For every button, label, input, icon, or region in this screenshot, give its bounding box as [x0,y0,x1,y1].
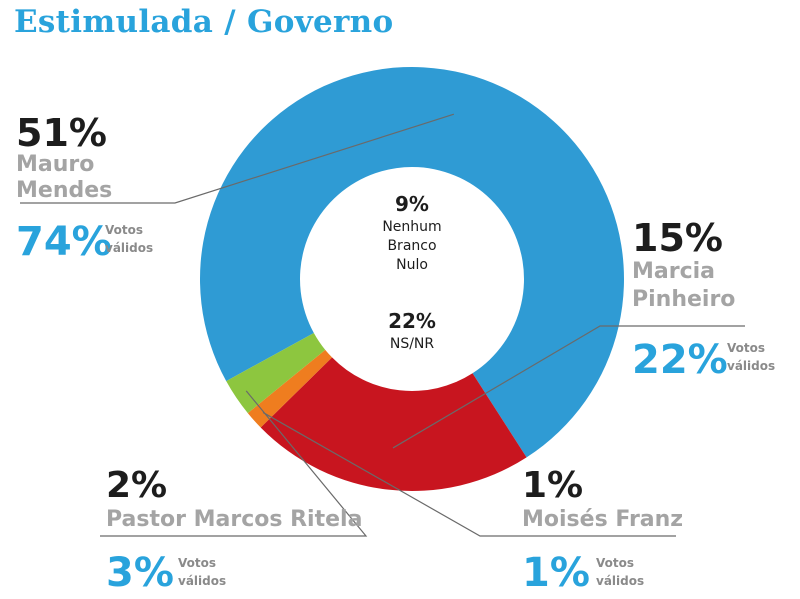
leader-line-mauro-mendes [20,113,455,204]
leader-line-marcia-pinheiro [392,325,745,449]
slice-label-name: Pastor Marcos Ritela [106,507,362,532]
slice-label-valid-label1: Votos [727,341,765,355]
label-moises-franz: 1% Moisés Franz 1% Votos válidos [522,465,683,596]
slice-label-valid-pct: 74% [16,219,112,265]
center-label-nsnr: NS/NR [390,336,435,352]
label-marcia-pinheiro: 15% Marcia Pinheiro 22% Votos válidos [632,216,775,383]
slice-label-valid-label1: Votos [178,556,216,570]
center-pct-nulo: 9% [395,192,429,216]
slice-label-valid-label1: Votos [105,223,143,237]
leader-line-mois-s-franz [262,411,676,537]
donut-slices [200,66,625,492]
chart-title: Estimulada / Governo [14,4,394,40]
slice-mauro-mendes [200,66,625,458]
slice-label-valid-label2: válidos [727,359,775,373]
slice-label-valid-pct: 3% [106,550,174,596]
center-label-nulo: Nulo [396,257,428,273]
center-label-branco: Branco [387,238,436,254]
slice-label-valid-label2: válidos [178,574,226,588]
slice-pastor-marcos-ritela [226,332,326,414]
center-label-nenhum: Nenhum [382,219,441,235]
leader-lines [20,113,745,537]
label-mauro-mendes: 51% Mauro Mendes 74% Votos válidos [16,111,153,265]
slice-label-pct: 51% [16,111,107,155]
center-pct-nsnr: 22% [388,309,436,333]
slice-label-valid-pct: 22% [632,337,728,383]
slice-label-pct: 2% [106,465,167,506]
slice-mois-s-franz [247,349,333,428]
slice-marcia-pinheiro [260,357,527,492]
label-pastor-marcos-ritela: 2% Pastor Marcos Ritela 3% Votos válidos [106,465,362,596]
leader-line-pastor-marcos-ritela [100,390,368,537]
slice-label-name-line2: Mendes [16,178,112,203]
slice-label-pct: 1% [522,465,583,506]
slice-label-valid-label2: válidos [105,241,153,255]
slice-label-valid-label1: Votos [596,556,634,570]
slice-label-name: Moisés Franz [522,507,683,532]
slice-label-pct: 15% [632,216,723,260]
slice-label-name-line2: Pinheiro [632,287,735,312]
slice-label-valid-pct: 1% [522,550,590,596]
slice-label-name-line1: Marcia [632,259,715,284]
center-labels: 9% Nenhum Branco Nulo 22% NS/NR [382,192,441,352]
slice-label-valid-label2: válidos [596,574,644,588]
slice-label-name-line1: Mauro [16,152,94,177]
